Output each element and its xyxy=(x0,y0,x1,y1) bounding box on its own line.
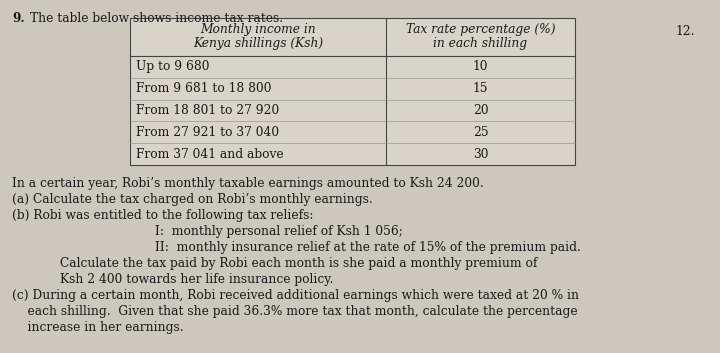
Text: 12.: 12. xyxy=(675,25,695,38)
Text: 10: 10 xyxy=(473,60,488,73)
Text: Calculate the tax paid by Robi each month is she paid a monthly premium of: Calculate the tax paid by Robi each mont… xyxy=(60,257,537,270)
Text: Tax rate percentage (%): Tax rate percentage (%) xyxy=(405,23,555,36)
Text: I:  monthly personal relief of Ksh 1 056;: I: monthly personal relief of Ksh 1 056; xyxy=(155,225,403,238)
Text: The table below shows income tax rates.: The table below shows income tax rates. xyxy=(30,12,283,25)
Text: Ksh 2 400 towards her life insurance policy.: Ksh 2 400 towards her life insurance pol… xyxy=(60,273,333,286)
Text: 15: 15 xyxy=(473,82,488,95)
Text: From 37 041 and above: From 37 041 and above xyxy=(136,148,284,161)
Text: Monthly income in: Monthly income in xyxy=(200,23,316,36)
Text: 30: 30 xyxy=(473,148,488,161)
Text: From 27 921 to 37 040: From 27 921 to 37 040 xyxy=(136,126,279,139)
Text: Kenya shillings (Ksh): Kenya shillings (Ksh) xyxy=(193,37,323,50)
Text: From 9 681 to 18 800: From 9 681 to 18 800 xyxy=(136,82,271,95)
Text: (b) Robi was entitled to the following tax reliefs:: (b) Robi was entitled to the following t… xyxy=(12,209,313,222)
Text: 20: 20 xyxy=(472,104,488,117)
Text: each shilling.  Given that she paid 36.3% more tax that month, calculate the per: each shilling. Given that she paid 36.3%… xyxy=(12,305,577,318)
Text: (a) Calculate the tax charged on Robi’s monthly earnings.: (a) Calculate the tax charged on Robi’s … xyxy=(12,193,373,206)
Text: (c) During a certain month, Robi received additional earnings which were taxed a: (c) During a certain month, Robi receive… xyxy=(12,289,579,302)
Text: increase in her earnings.: increase in her earnings. xyxy=(12,321,184,334)
Text: In a certain year, Robi’s monthly taxable earnings amounted to Ksh 24 200.: In a certain year, Robi’s monthly taxabl… xyxy=(12,177,484,190)
Bar xyxy=(130,18,575,165)
Text: Up to 9 680: Up to 9 680 xyxy=(136,60,210,73)
Text: II:  monthly insurance relief at the rate of 15% of the premium paid.: II: monthly insurance relief at the rate… xyxy=(155,241,581,254)
Text: 9.: 9. xyxy=(12,12,24,25)
Text: From 18 801 to 27 920: From 18 801 to 27 920 xyxy=(136,104,279,117)
Text: in each shilling: in each shilling xyxy=(433,37,528,50)
Text: 25: 25 xyxy=(472,126,488,139)
